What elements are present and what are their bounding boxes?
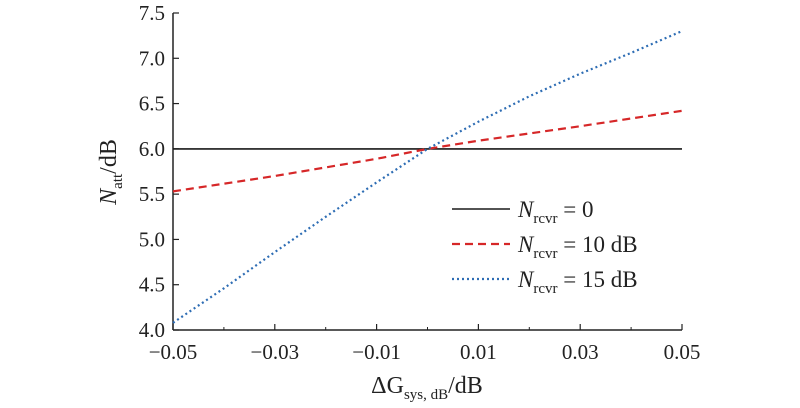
x-tick-label: 0.01 (460, 340, 497, 364)
x-tick-label: 0.05 (664, 340, 701, 364)
x-axis-title: ΔGsys, dB/dB (371, 373, 483, 403)
legend-label: Nrcvr = 15 dB (517, 267, 638, 297)
y-tick-label: 5.0 (139, 227, 165, 251)
x-tick-label: −0.01 (352, 340, 401, 364)
y-axis-title: Natt/dB (96, 139, 126, 206)
y-ticks: 4.0 4.5 5.0 5.5 6.0 6.5 7.0 7.5 (139, 1, 179, 342)
legend-label: Nrcvr = 10 dB (517, 232, 638, 262)
legend: Nrcvr = 0 Nrcvr = 10 dB Nrcvr = 15 dB (452, 197, 638, 297)
series-line-nrcvr-10db (172, 109, 683, 193)
y-tick-label: 4.5 (139, 273, 165, 297)
legend-label: Nrcvr = 0 (517, 197, 593, 227)
x-tick-label: −0.03 (251, 340, 300, 364)
x-tick-label: 0.03 (562, 340, 599, 364)
y-tick-label: 6.5 (139, 92, 165, 116)
y-tick-label: 7.5 (139, 1, 165, 25)
y-tick-label: 7.0 (139, 46, 165, 70)
series-line-nrcvr-15db (172, 30, 683, 324)
x-tick-label: −0.05 (149, 340, 198, 364)
y-tick-label: 4.0 (139, 318, 165, 342)
x-ticks: −0.05 −0.03 −0.01 0.01 0.03 0.05 (149, 324, 701, 364)
y-tick-label: 6.0 (139, 137, 165, 161)
y-tick-label: 5.5 (139, 182, 165, 206)
series-layer (172, 30, 683, 324)
